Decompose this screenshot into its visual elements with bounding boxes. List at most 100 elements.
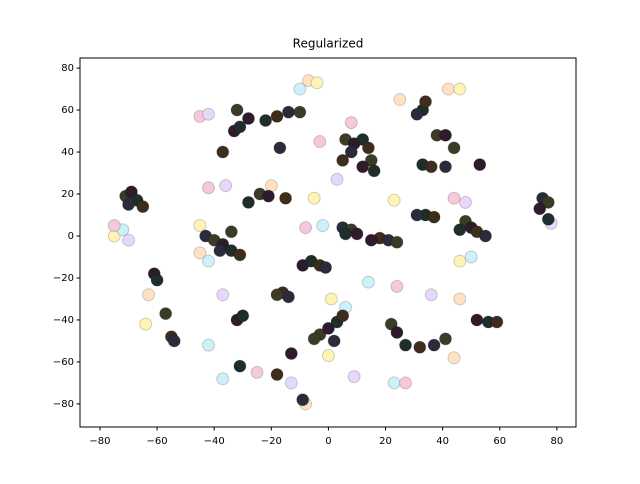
point	[419, 95, 433, 109]
point	[321, 349, 335, 363]
point	[439, 332, 453, 346]
point	[281, 290, 295, 304]
point	[384, 317, 398, 331]
x-tick-label: −60	[147, 436, 168, 447]
point	[344, 116, 358, 130]
point	[273, 141, 287, 155]
point	[473, 158, 487, 172]
point	[361, 141, 375, 155]
point	[230, 103, 244, 117]
y-tick-label: −40	[53, 315, 74, 326]
point	[453, 223, 467, 237]
point	[307, 191, 321, 205]
point	[213, 244, 227, 258]
point	[356, 160, 370, 174]
point	[453, 254, 467, 268]
point	[453, 82, 467, 96]
point	[410, 208, 424, 222]
point	[281, 105, 295, 119]
point	[439, 160, 453, 174]
point	[136, 200, 150, 214]
point	[464, 250, 478, 264]
point	[458, 195, 472, 209]
point	[216, 372, 230, 386]
point	[241, 111, 255, 125]
point	[293, 105, 307, 119]
point	[219, 179, 233, 193]
point	[201, 338, 215, 352]
point	[296, 393, 310, 407]
y-tick-label: −60	[53, 357, 74, 368]
point	[424, 160, 438, 174]
x-tick-label: −80	[89, 436, 110, 447]
x-tick-label: −20	[261, 436, 282, 447]
point	[478, 229, 492, 243]
y-tick-label: −80	[53, 399, 74, 410]
x-tick-label: −40	[204, 436, 225, 447]
point	[261, 189, 275, 203]
y-tick-label: 0	[68, 231, 74, 242]
y-tick-label: −20	[53, 273, 74, 284]
point	[350, 227, 364, 241]
point	[324, 292, 338, 306]
point	[327, 334, 341, 348]
point	[122, 198, 136, 212]
point	[336, 309, 350, 323]
point	[390, 279, 404, 293]
x-tick-label: 0	[325, 436, 331, 447]
point	[427, 338, 441, 352]
point	[364, 233, 378, 247]
point	[387, 193, 401, 207]
y-tick-label: 20	[61, 189, 74, 200]
point	[339, 227, 353, 241]
point	[387, 376, 401, 390]
x-tick-label: 80	[551, 436, 564, 447]
point	[142, 288, 156, 302]
plot-frame	[79, 57, 577, 428]
point	[201, 107, 215, 121]
point	[390, 326, 404, 340]
point	[193, 218, 207, 232]
point	[233, 120, 247, 134]
point	[224, 225, 238, 239]
point	[393, 93, 407, 107]
point	[490, 315, 504, 329]
y-tick-label: 60	[61, 105, 74, 116]
point	[299, 221, 313, 235]
point	[150, 273, 164, 287]
point	[344, 145, 358, 159]
point	[201, 254, 215, 268]
point	[399, 376, 413, 390]
point	[193, 246, 207, 260]
point	[279, 191, 293, 205]
point	[390, 235, 404, 249]
point	[233, 359, 247, 373]
point	[427, 210, 441, 224]
point	[330, 172, 344, 186]
point	[470, 313, 484, 327]
point	[453, 292, 467, 306]
point	[124, 185, 138, 199]
point	[122, 233, 136, 247]
point	[107, 218, 121, 232]
point	[159, 307, 173, 321]
point	[399, 338, 413, 352]
point	[270, 109, 284, 123]
point	[139, 317, 153, 331]
point	[533, 202, 547, 216]
point	[270, 288, 284, 302]
point	[236, 309, 250, 323]
point	[233, 248, 247, 262]
point	[441, 82, 455, 96]
point	[307, 332, 321, 346]
point	[167, 334, 181, 348]
point	[356, 132, 370, 146]
point	[347, 370, 361, 384]
point	[447, 191, 461, 205]
point	[361, 275, 375, 289]
point	[310, 76, 324, 90]
point	[250, 365, 264, 379]
point	[413, 340, 427, 354]
point	[336, 153, 350, 167]
